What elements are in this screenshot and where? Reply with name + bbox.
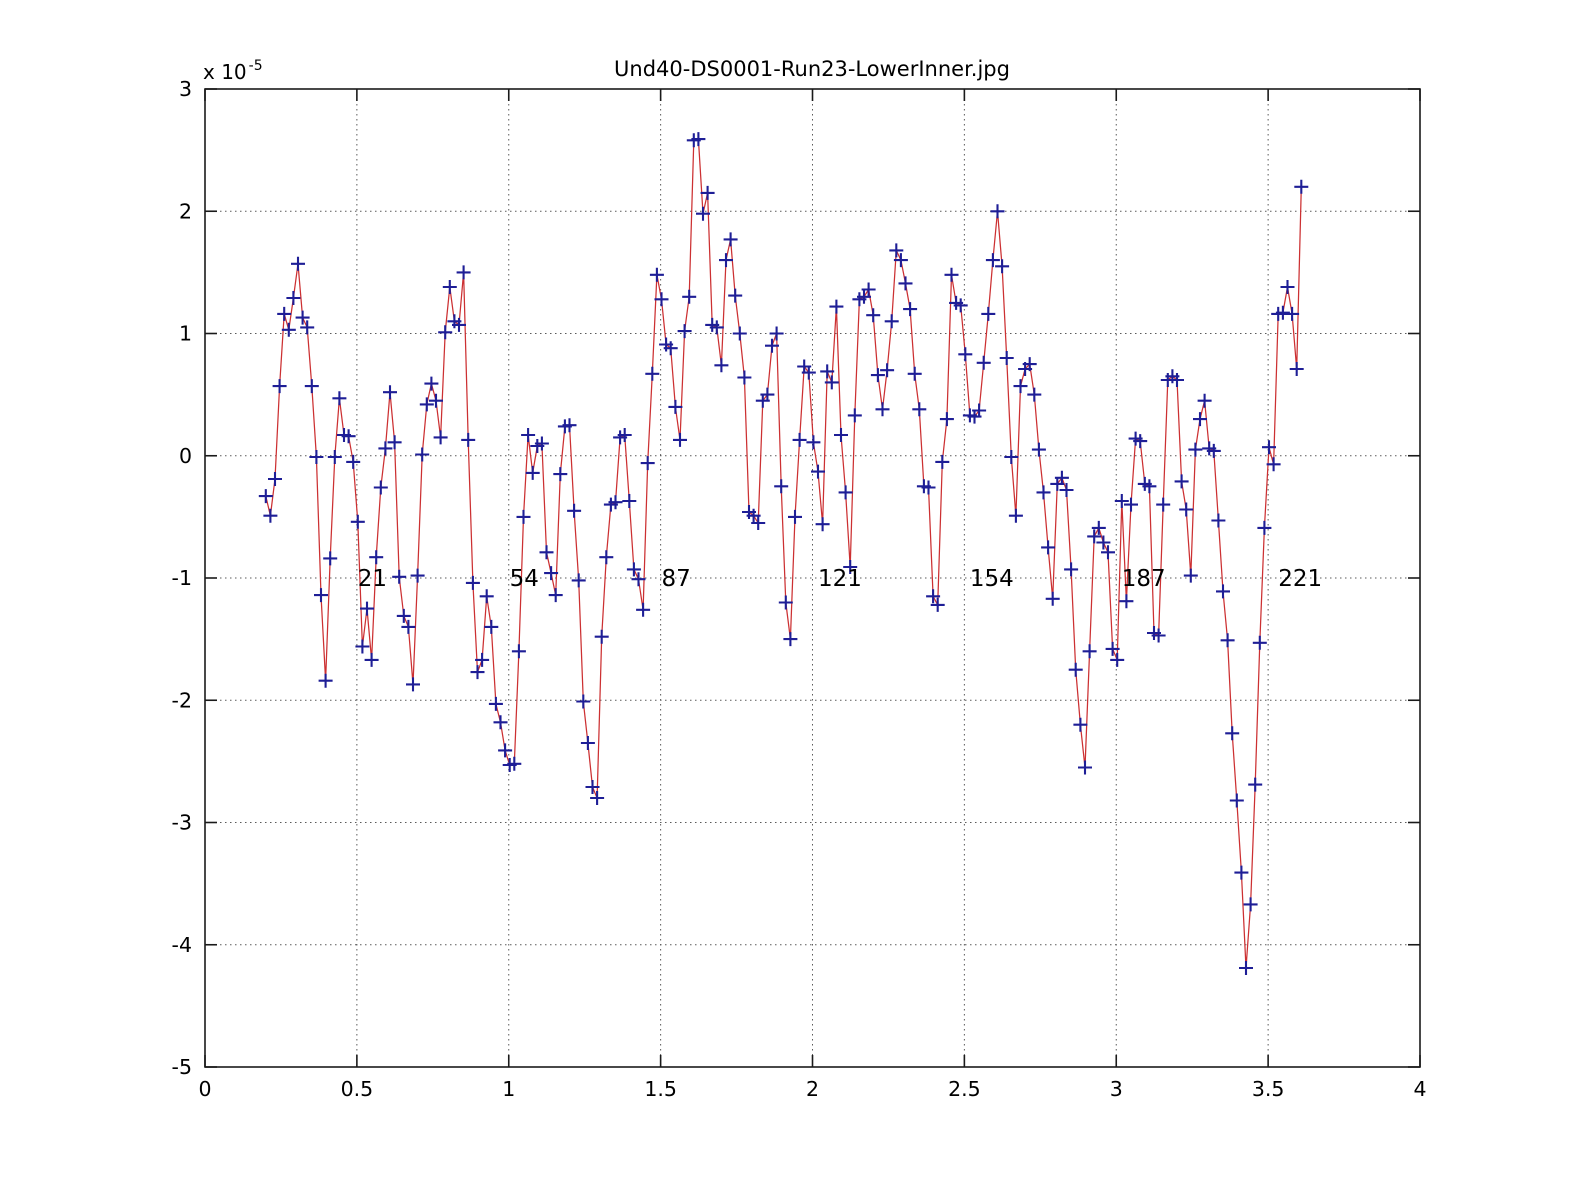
grid [205,89,1420,1067]
x-tick-labels: 0 0.5 1 1.5 2 2.5 3 3.5 4 [198,1077,1426,1101]
y-tick-label: -3 [172,811,192,835]
x-tick-label: 2 [806,1077,819,1101]
point-index-labels: 21 54 87 121 154 187 221 [358,566,1322,592]
y-tick-label: 0 [179,444,192,468]
x-tick-label: 2.5 [948,1077,981,1101]
point-index-label: 221 [1278,566,1322,592]
point-index-label: 154 [970,566,1014,592]
data-markers [258,132,1309,975]
data-line [265,138,1302,969]
plot-box [204,88,1421,1068]
y-tick-label: -4 [172,933,192,957]
x-tick-label: 3 [1110,1077,1123,1101]
y-tick-label: -1 [172,566,192,590]
x-tick-label: 3.5 [1252,1077,1285,1101]
y-tick-labels: 3 2 1 0 -1 -2 -3 -4 -5 [172,77,192,1079]
x-tick-label: 1.5 [644,1077,677,1101]
y-tick-label: 3 [179,77,192,101]
point-index-label: 187 [1122,566,1166,592]
point-index-label: 87 [662,566,691,592]
point-index-label: 54 [510,566,539,592]
x-tick-label: 1 [502,1077,515,1101]
x-tick-label: 4 [1413,1077,1426,1101]
y-axis-scale-prefix: x 10 [203,60,247,84]
point-index-label: 121 [818,566,862,592]
y-tick-label: 1 [179,322,192,346]
y-axis-scale-label: x 10 -5 [203,58,263,84]
y-tick-label: 2 [179,199,192,223]
point-index-label: 21 [358,566,387,592]
y-tick-label: -5 [172,1055,192,1079]
chart-title: Und40-DS0001-Run23-LowerInner.jpg [614,57,1010,81]
x-tick-label: 0 [198,1077,211,1101]
x-tick-label: 0.5 [341,1077,374,1101]
y-axis-scale-exponent: -5 [249,58,263,74]
y-tick-label: -2 [172,688,192,712]
